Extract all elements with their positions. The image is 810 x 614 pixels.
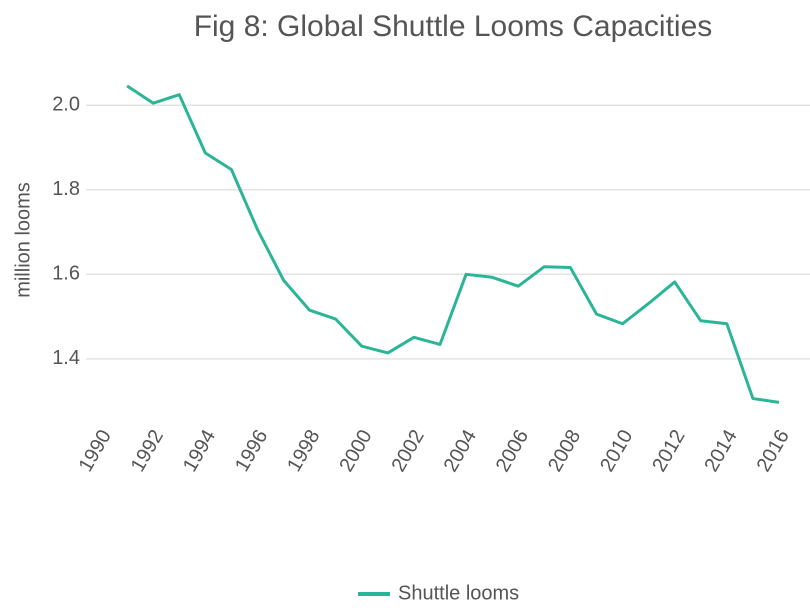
y-tick-label: 2.0 [52, 94, 80, 116]
x-tick-label: 2000 [335, 426, 376, 476]
line [126, 84, 780, 404]
y-tick-label: 1.6 [52, 263, 80, 285]
x-tick-label: 2016 [753, 426, 794, 476]
x-tick-label: 2014 [700, 426, 741, 476]
x-tick-label: 1992 [127, 426, 168, 476]
chart-title: Fig 8: Global Shuttle Looms Capacities [194, 10, 713, 43]
y-tick-label: 1.4 [52, 347, 80, 369]
x-tick-label: 2006 [492, 426, 533, 476]
x-tick-label: 2008 [544, 426, 585, 476]
x-tick-label: 1998 [283, 426, 324, 476]
x-tick-label: 1990 [75, 426, 116, 476]
y-axis-label: million looms [12, 182, 34, 298]
x-tick-label: 2012 [648, 426, 689, 476]
x-tick-label: 2002 [388, 426, 429, 476]
x-tick-label: 1996 [231, 426, 272, 476]
legend-label: Shuttle looms [398, 582, 519, 604]
x-tick-label: 1994 [179, 426, 220, 476]
y-tick-label: 1.8 [52, 178, 80, 200]
x-tick-label: 2010 [596, 426, 637, 476]
x-tick-label: 2004 [440, 426, 481, 476]
